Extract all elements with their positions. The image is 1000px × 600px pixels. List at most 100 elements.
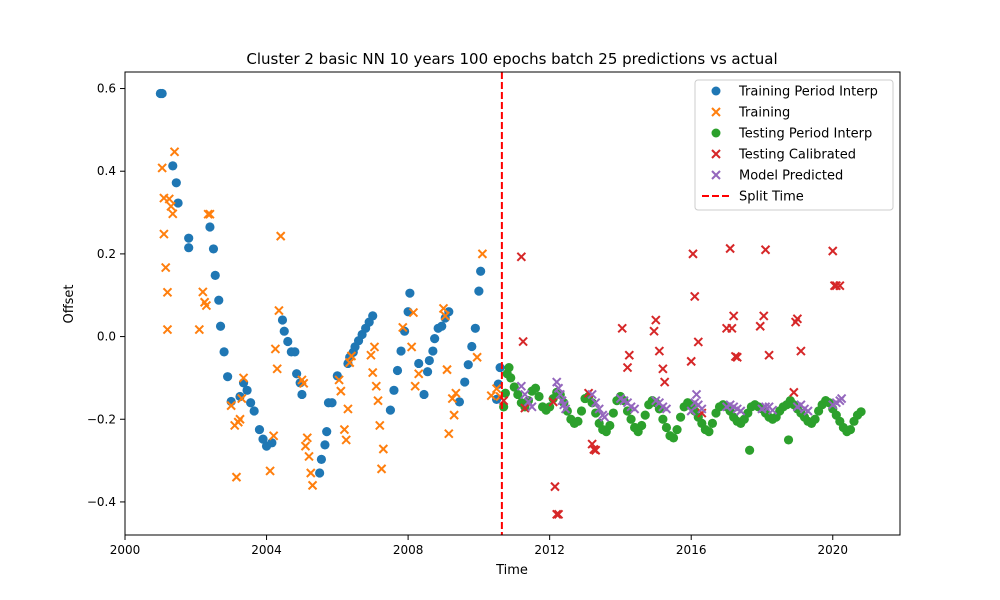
data-point-training-period-interp: [315, 468, 325, 478]
legend-label: Training: [738, 106, 790, 121]
data-point-training: [406, 342, 417, 352]
data-point-training-period-interp: [389, 385, 399, 395]
data-point-training: [231, 472, 242, 482]
data-point-testing-period-interp: [605, 420, 615, 431]
y-tick-label: 0.4: [97, 164, 116, 178]
legend-entry-testing-calibrated: Testing Calibrated: [711, 148, 856, 163]
data-point-testing-period-interp: [810, 414, 820, 424]
legend-swatch: [711, 128, 721, 138]
data-point-testing-calibrated: [622, 362, 633, 373]
data-point-training: [304, 451, 314, 462]
legend-entry-training: Training: [711, 106, 790, 121]
data-point-training-period-interp: [419, 389, 429, 400]
data-point-training: [369, 342, 380, 352]
data-point-model-predicted: [661, 404, 672, 414]
data-point-model-predicted: [520, 389, 530, 400]
data-point-testing-calibrated: [796, 346, 806, 356]
data-point-training-period-interp: [283, 336, 293, 347]
series-training: [157, 147, 505, 491]
data-point-testing-period-interp: [573, 416, 583, 426]
data-point-model-predicted: [560, 404, 571, 414]
data-point-testing-calibrated: [550, 481, 560, 492]
data-point-testing-period-interp: [640, 410, 650, 420]
data-point-training: [447, 393, 458, 404]
data-point-training-period-interp: [454, 397, 465, 407]
x-tick-label: 2020: [817, 543, 848, 557]
data-point-model-predicted: [736, 406, 746, 416]
data-point-testing-calibrated: [658, 364, 668, 374]
data-point-training-period-interp: [495, 362, 505, 373]
data-point-testing-period-interp: [745, 445, 755, 455]
data-point-model-predicted: [599, 412, 610, 422]
data-point-training: [270, 344, 281, 354]
data-point-training: [307, 480, 318, 491]
data-point-testing-period-interp: [783, 435, 794, 445]
data-point-testing-period-interp: [534, 391, 544, 402]
data-point-testing-calibrated: [727, 323, 737, 334]
data-point-testing-calibrated: [831, 281, 842, 291]
data-point-model-predicted: [803, 406, 813, 416]
data-point-training-period-interp: [173, 198, 183, 208]
legend: Training Period Interp Training Testing Pe…: [694, 79, 894, 211]
data-point-testing-calibrated: [590, 445, 601, 455]
series-model-predicted: [516, 377, 847, 422]
data-point-testing-calibrated: [552, 509, 562, 520]
legend-swatch: [711, 107, 721, 117]
legend-label: Model Predicted: [739, 169, 843, 184]
data-point-training-period-interp: [214, 295, 224, 305]
y-axis-label: Offset: [62, 284, 77, 323]
data-point-training-period-interp: [210, 270, 220, 280]
data-point-testing-calibrated: [693, 337, 703, 347]
data-point-training: [368, 367, 378, 378]
data-point-testing-period-interp: [504, 362, 514, 373]
data-point-model-predicted: [697, 404, 707, 414]
data-point-testing-calibrated: [688, 249, 698, 259]
data-point-testing-calibrated: [789, 387, 799, 398]
data-point-training: [449, 410, 459, 420]
data-point-training-period-interp: [396, 346, 406, 356]
data-point-training: [378, 444, 389, 454]
data-point-model-predicted: [516, 381, 527, 391]
data-point-training: [205, 209, 215, 219]
data-point-training: [345, 357, 355, 368]
legend-label: Testing Period Interp: [738, 127, 872, 142]
data-point-testing-calibrated: [835, 281, 845, 291]
data-point-training: [373, 395, 383, 406]
data-point-training: [157, 163, 167, 173]
data-point-testing-period-interp: [658, 414, 668, 424]
y-tick-label: 0.6: [97, 82, 116, 96]
data-point-training: [336, 386, 346, 396]
x-tick-label: 2012: [534, 543, 565, 557]
data-point-training-period-interp: [168, 161, 178, 171]
data-point-testing-period-interp: [545, 402, 555, 412]
data-point-training-period-interp: [320, 440, 330, 450]
data-point-testing-calibrated: [725, 243, 735, 254]
data-point-training-period-interp: [157, 88, 167, 99]
data-point-training: [168, 209, 178, 219]
data-point-training: [300, 441, 311, 451]
data-point-model-predicted: [590, 398, 601, 408]
data-point-testing-period-interp: [668, 433, 679, 443]
data-point-training-period-interp: [327, 398, 337, 408]
data-point-training-period-interp: [428, 346, 438, 356]
data-point-testing-period-interp: [661, 422, 672, 433]
data-point-training: [491, 383, 502, 394]
data-point-model-predicted: [691, 389, 702, 400]
data-point-training: [276, 231, 286, 241]
data-point-training: [159, 229, 169, 239]
data-point-training-period-interp: [368, 311, 378, 321]
data-point-training: [235, 414, 245, 424]
data-point-training: [451, 388, 461, 398]
data-point-testing-calibrated: [728, 311, 739, 321]
data-point-testing-calibrated: [828, 246, 838, 256]
data-point-testing-period-interp: [506, 373, 516, 383]
data-point-model-predicted: [527, 402, 537, 412]
data-point-training: [302, 433, 312, 443]
data-point-training: [472, 352, 482, 362]
data-point-testing-calibrated: [759, 311, 769, 321]
x-tick-label: 2008: [393, 543, 424, 557]
data-point-training-period-interp: [422, 367, 433, 377]
plot-frame: [124, 71, 901, 536]
data-point-training: [371, 381, 381, 391]
data-point-training: [440, 311, 450, 321]
